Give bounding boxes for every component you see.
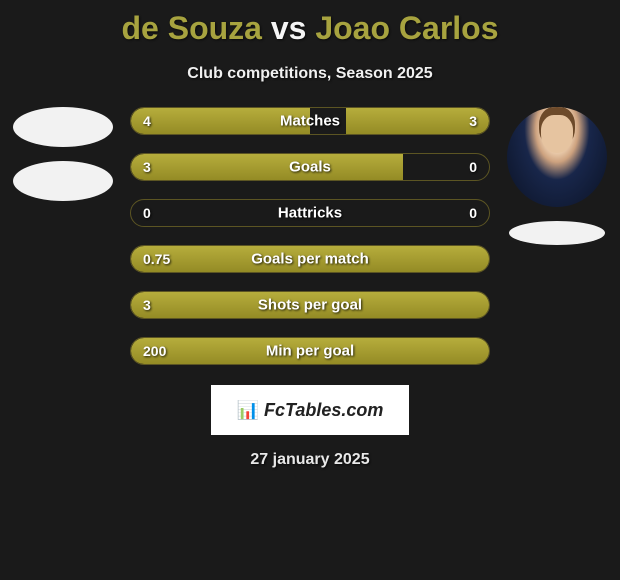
comparison-layout: 4 3 Matches 3 0 Goals 0 0 Hattricks 0.75 Goals per… (0, 107, 620, 365)
stat-bar: 0 0 Hattricks (130, 199, 490, 227)
stat-label: Goals per match (251, 251, 369, 268)
player1-avatar-placeholder (13, 107, 113, 147)
stat-value-right: 0 (469, 159, 477, 175)
stat-label: Min per goal (266, 343, 354, 360)
stat-label: Goals (289, 159, 331, 176)
stat-bar: 0.75 Goals per match (130, 245, 490, 273)
player1-team-placeholder (13, 161, 113, 201)
stat-value-right: 0 (469, 205, 477, 221)
stat-bar: 3 Shots per goal (130, 291, 490, 319)
comparison-title: de Souza vs Joao Carlos (0, 0, 620, 47)
player1-side (8, 107, 118, 365)
player2-team-placeholder (509, 221, 605, 245)
stat-value-left: 0.75 (143, 251, 170, 267)
stat-value-left: 4 (143, 113, 151, 129)
subtitle: Club competitions, Season 2025 (0, 65, 620, 83)
stat-label: Hattricks (278, 205, 342, 222)
stat-bar: 4 3 Matches (130, 107, 490, 135)
date-label: 27 january 2025 (0, 451, 620, 469)
stat-bar: 200 Min per goal (130, 337, 490, 365)
player2-side (502, 107, 612, 365)
stat-value-left: 3 (143, 297, 151, 313)
player1-name: de Souza (121, 10, 261, 46)
stat-value-left: 200 (143, 343, 166, 359)
stat-label: Matches (280, 113, 340, 130)
stat-value-left: 0 (143, 205, 151, 221)
brand-icon: 📊 (237, 400, 258, 421)
stat-label: Shots per goal (258, 297, 362, 314)
player2-avatar (507, 107, 607, 207)
title-vs: vs (271, 10, 307, 46)
brand-text: FcTables.com (264, 400, 383, 421)
stat-bar: 3 0 Goals (130, 153, 490, 181)
player2-name: Joao Carlos (315, 10, 498, 46)
bar-fill-left (131, 154, 403, 180)
stat-value-left: 3 (143, 159, 151, 175)
bar-fill-right (346, 108, 489, 134)
brand-badge[interactable]: 📊 FcTables.com (211, 385, 409, 435)
stat-bars: 4 3 Matches 3 0 Goals 0 0 Hattricks 0.75 Goals per… (118, 107, 502, 365)
stat-value-right: 3 (469, 113, 477, 129)
